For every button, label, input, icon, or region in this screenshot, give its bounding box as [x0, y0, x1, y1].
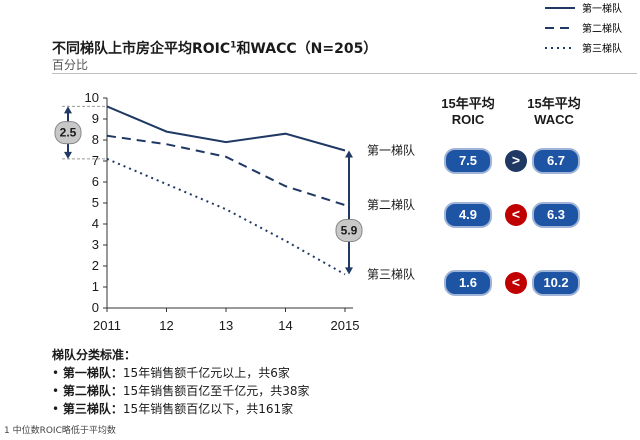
chart-subtitle: 百分比: [52, 58, 89, 72]
note-item-1: • 第一梯队：15年销售额千亿元以上，共6家: [52, 364, 309, 382]
note-item-3: • 第三梯队：15年销售额百亿以下，共161家: [52, 400, 309, 418]
roic-header-line: 15年平均: [441, 96, 495, 111]
footnote: 1 中位数ROIC略低于平均数: [4, 426, 116, 436]
y-tick-label: 2: [92, 258, 99, 273]
roic-header-line: ROIC: [451, 112, 485, 127]
x-tick-label: 12: [159, 318, 173, 333]
roic-column-header: 15年平均 ROIC: [428, 96, 508, 128]
roic-value-2: 4.9: [444, 202, 492, 228]
title-divider: [52, 73, 637, 74]
note-text: 15年销售额千亿元以上，共6家: [122, 366, 290, 380]
y-tick-label: 4: [92, 216, 99, 231]
wacc-header-line: 15年平均: [527, 96, 581, 111]
note-tier: 第二梯队：: [62, 384, 123, 398]
series-end-label-1: 第一梯队: [367, 143, 415, 158]
note-bullet: •: [52, 402, 63, 416]
legend-label-2: 第二梯队: [582, 22, 622, 35]
y-tick-label: 6: [92, 174, 99, 189]
legend-label-3: 第三梯队: [582, 42, 622, 55]
y-tick-label: 9: [92, 111, 99, 126]
title-footnote-marker: 1: [230, 40, 237, 51]
chart-annotations: 2.5 5.9: [54, 105, 363, 275]
series-end-label-2: 第二梯队: [367, 197, 415, 212]
gap-badge-2015: 5.9: [335, 218, 363, 242]
note-bullet: •: [52, 366, 63, 380]
comparison-symbol-2: <: [505, 204, 527, 226]
y-tick-label: 7: [92, 153, 99, 168]
x-tick-label: 13: [219, 318, 233, 333]
note-tier: 第一梯队：: [62, 366, 123, 380]
wacc-header-line: WACC: [534, 112, 574, 127]
roic-value-3: 1.6: [444, 270, 492, 296]
svg-text:2.5: 2.5: [60, 126, 77, 140]
wacc-value-1: 6.7: [532, 148, 580, 174]
series-line-3: [106, 157, 346, 276]
note-tier: 第三梯队：: [62, 402, 123, 416]
y-tick-label: 0: [92, 300, 99, 315]
wacc-value-3: 10.2: [532, 270, 580, 296]
series-line-2: [106, 134, 346, 207]
series-line-1: [106, 105, 346, 152]
note-item-2: • 第二梯队：15年销售额百亿至千亿元，共38家: [52, 382, 309, 400]
note-bullet: •: [52, 384, 63, 398]
x-tick-label: 2011: [93, 318, 121, 333]
note-text: 15年销售额百亿以下，共161家: [122, 402, 294, 416]
y-tick-label: 5: [92, 195, 99, 210]
legend-label-1: 第一梯队: [582, 2, 622, 15]
x-tick-label: 2015: [331, 318, 360, 333]
y-tick-label: 10: [85, 90, 99, 105]
wacc-column-header: 15年平均 WACC: [514, 96, 594, 128]
title-main: 不同梯队上市房企平均ROIC: [52, 41, 231, 57]
roic-value-1: 7.5: [444, 148, 492, 174]
tier-criteria-notes: 梯队分类标准： • 第一梯队：15年销售额千亿元以上，共6家 • 第二梯队：15年…: [52, 346, 309, 418]
gap-arrow-2015: [345, 150, 353, 275]
chart-title: 不同梯队上市房企平均ROIC1和WACC（N=205）: [52, 38, 377, 58]
x-tick-label: 14: [278, 318, 292, 333]
y-tick-label: 8: [92, 132, 99, 147]
comparison-symbol-3: <: [505, 272, 527, 294]
y-tick-label: 3: [92, 237, 99, 252]
svg-text:5.9: 5.9: [341, 223, 358, 237]
notes-title: 梯队分类标准：: [52, 348, 137, 362]
title-rest: 和WACC（N=205）: [236, 41, 378, 57]
note-text: 15年销售额百亿至千亿元，共38家: [122, 384, 310, 398]
series-end-label-3: 第三梯队: [367, 266, 415, 281]
y-tick-label: 1: [92, 279, 99, 294]
wacc-value-2: 6.3: [532, 202, 580, 228]
comparison-symbol-1: >: [505, 150, 527, 172]
gap-badge-2011: 2.5: [54, 121, 82, 145]
